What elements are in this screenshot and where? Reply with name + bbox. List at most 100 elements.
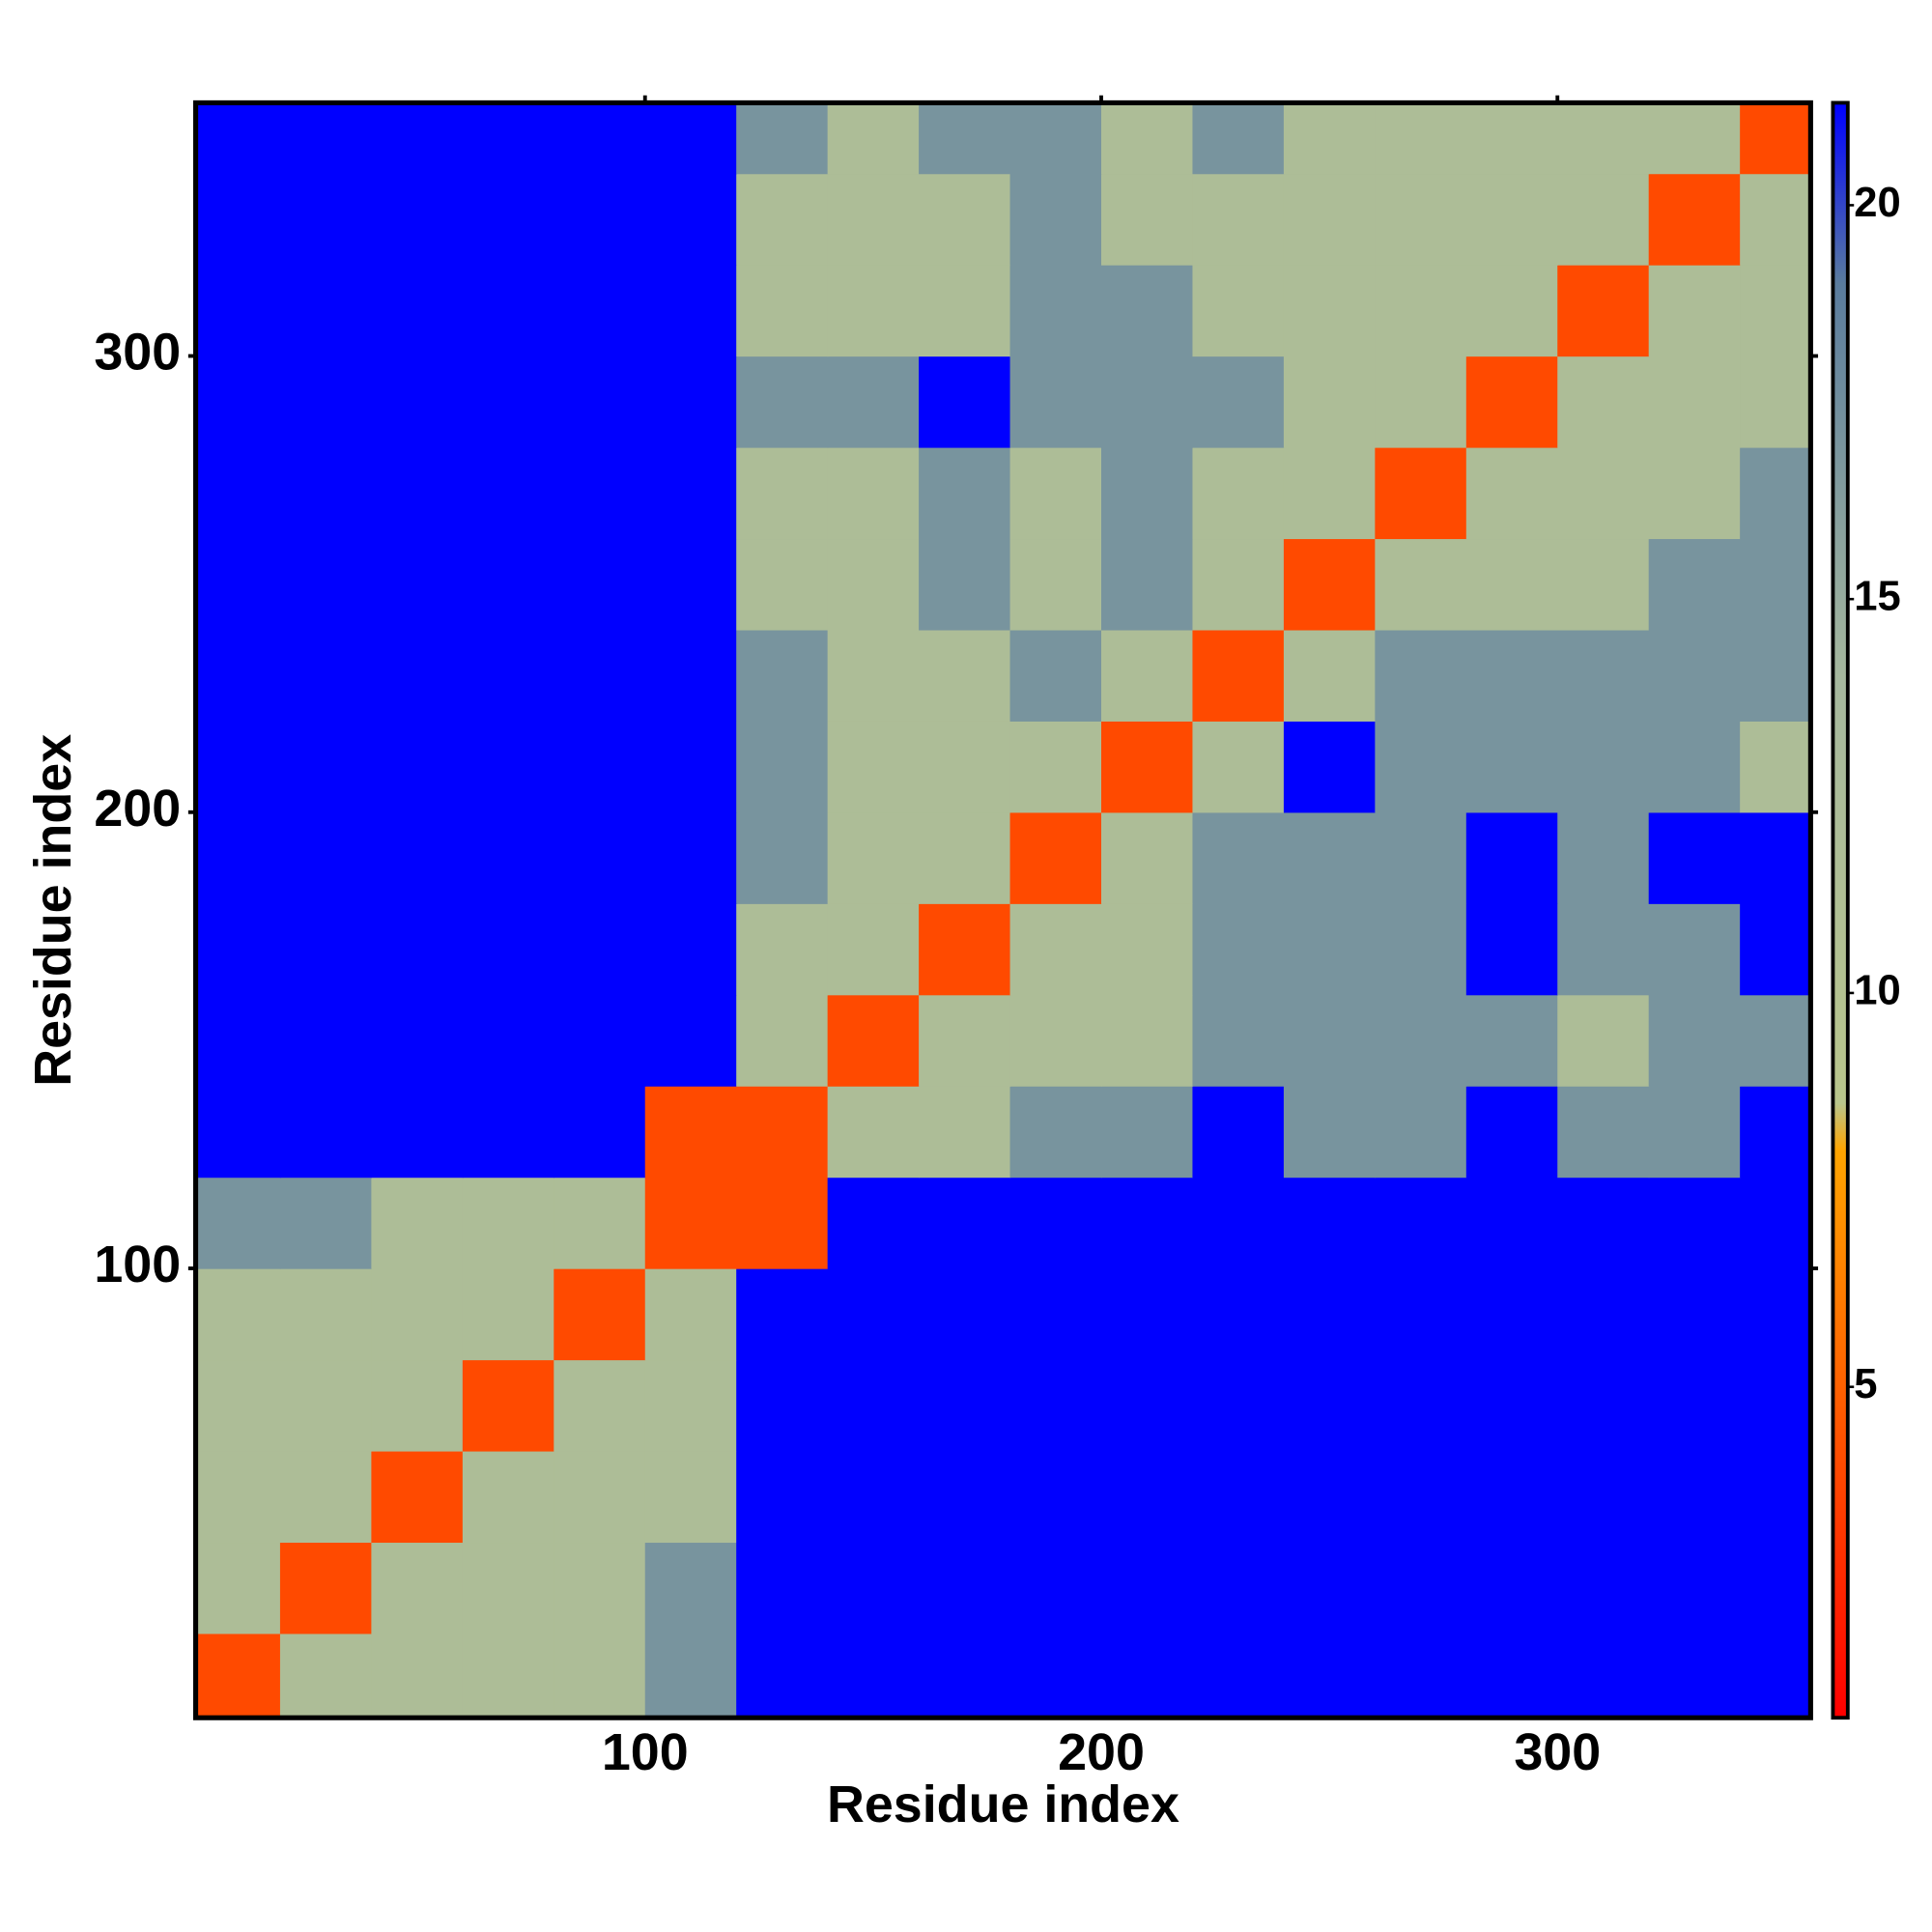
heatmap-cell (1375, 1542, 1467, 1634)
heatmap-cell (1375, 1633, 1467, 1719)
heatmap-cell (371, 811, 464, 904)
heatmap-cell (1100, 1086, 1194, 1179)
heatmap-cell (462, 903, 554, 996)
heatmap-cell (1557, 1633, 1650, 1719)
heatmap-cell (644, 1086, 737, 1179)
heatmap-cell (1740, 903, 1811, 996)
heatmap-cell (919, 903, 1011, 996)
heatmap-cell (1648, 1177, 1741, 1269)
heatmap-cell (644, 721, 737, 813)
heatmap-cell (371, 1542, 464, 1634)
heatmap-cell (1740, 538, 1811, 631)
heatmap-cell (827, 1359, 920, 1452)
heatmap-cell (1192, 1177, 1285, 1269)
heatmap-cell (554, 721, 646, 813)
heatmap-cell (1648, 1086, 1741, 1179)
heatmap-cell (1375, 721, 1467, 813)
heatmap-cell (195, 903, 281, 996)
heatmap-cell (1465, 173, 1558, 266)
heatmap-cell (736, 355, 829, 448)
heatmap-cell (462, 1633, 554, 1719)
colorbar-tick-label: 5 (1854, 1361, 1877, 1407)
heatmap-cell (1740, 265, 1811, 357)
heatmap-cell (1100, 1268, 1194, 1361)
heatmap-cell (279, 1633, 373, 1719)
heatmap-cell (1465, 903, 1558, 996)
heatmap-cell (1192, 102, 1285, 175)
heatmap-cell (919, 355, 1011, 448)
heatmap-cell (1009, 1359, 1102, 1452)
heatmap-cell (554, 994, 646, 1087)
heatmap-cell (1009, 355, 1102, 448)
heatmap-cell (1557, 1542, 1650, 1634)
heatmap-cell (827, 102, 920, 175)
heatmap-cell (1100, 1359, 1194, 1452)
heatmap-cell (1557, 265, 1650, 357)
heatmap-cell (462, 1086, 554, 1179)
heatmap-cell (1740, 446, 1811, 540)
heatmap-cell (554, 811, 646, 904)
heatmap-cell (1100, 355, 1194, 448)
heatmap-cell (371, 355, 464, 448)
heatmap-cell (554, 1450, 646, 1544)
heatmap-cell (1192, 446, 1285, 540)
heatmap-cell (1283, 173, 1376, 266)
heatmap-cell (919, 1268, 1011, 1361)
heatmap-cell (827, 1450, 920, 1544)
heatmap-cell (279, 811, 373, 904)
heatmap-cell (1740, 1268, 1811, 1361)
heatmap-cell (1375, 811, 1467, 904)
heatmap-cell (462, 994, 554, 1087)
heatmap-cell (1283, 355, 1376, 448)
heatmap-cell (1009, 721, 1102, 813)
heatmap-cell (827, 1268, 920, 1361)
heatmap-cell (195, 811, 281, 904)
heatmap-cell (554, 173, 646, 266)
heatmap-cell (1648, 265, 1741, 357)
colorbar-tick-label: 15 (1854, 574, 1900, 620)
heatmap-cell (1740, 1177, 1811, 1269)
heatmap-cell (736, 1086, 829, 1179)
heatmap-cell (554, 446, 646, 540)
heatmap-cell (1009, 446, 1102, 540)
heatmap-cell (1740, 721, 1811, 813)
heatmap-cell (919, 1359, 1011, 1452)
heatmap-cell (462, 1450, 554, 1544)
heatmap-cell (371, 446, 464, 540)
heatmap-cell (195, 173, 281, 266)
heatmap-cell (1465, 1450, 1558, 1544)
colorbar-tick-label: 10 (1854, 967, 1900, 1013)
heatmap-cell (279, 629, 373, 722)
heatmap-cell (554, 629, 646, 722)
heatmap-cell (1557, 1086, 1650, 1179)
heatmap-cell (1100, 102, 1194, 175)
heatmap-cell (1557, 538, 1650, 631)
heatmap-cell (736, 446, 829, 540)
heatmap-cell (644, 1359, 737, 1452)
heatmap-cell (195, 721, 281, 813)
heatmap-cell (827, 811, 920, 904)
heatmap-cell (195, 265, 281, 357)
heatmap-cell (195, 102, 281, 175)
heatmap-cell (1375, 1177, 1467, 1269)
heatmap-cell (1740, 994, 1811, 1087)
heatmap-cell (195, 446, 281, 540)
plot-frame (193, 99, 1813, 1720)
heatmap-cell (919, 629, 1011, 722)
heatmap-cell (1100, 903, 1194, 996)
heatmap-cell (1740, 1086, 1811, 1179)
heatmap-cell (554, 1542, 646, 1634)
heatmap-cell (279, 721, 373, 813)
heatmap-cell (919, 1086, 1011, 1179)
heatmap-cell (1740, 1450, 1811, 1544)
heatmap-cell (644, 538, 737, 631)
heatmap-cell (919, 811, 1011, 904)
heatmap-cell (195, 994, 281, 1087)
heatmap-cell (1283, 903, 1376, 996)
heatmap-cell (1009, 1268, 1102, 1361)
heatmap-cell (644, 811, 737, 904)
heatmap-cell (1192, 1542, 1285, 1634)
heatmap-cell (462, 1177, 554, 1269)
heatmap-cell (1740, 811, 1811, 904)
heatmap-cell (195, 1177, 281, 1269)
